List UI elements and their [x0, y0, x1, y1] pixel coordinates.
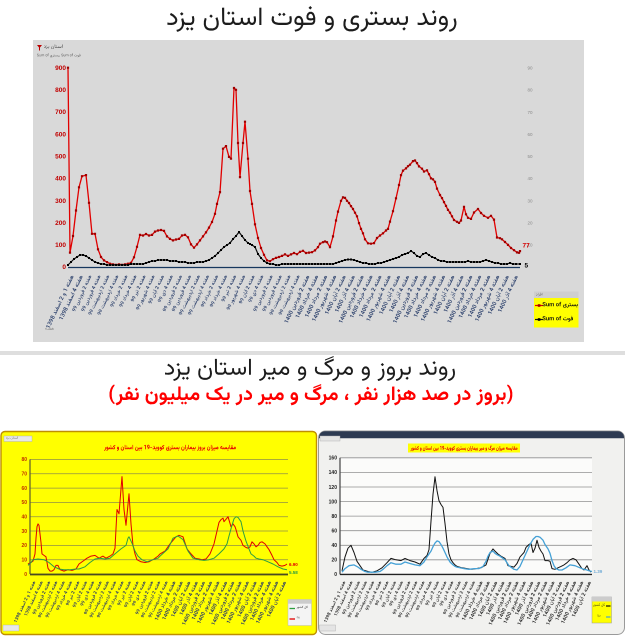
svg-text:0: 0 — [62, 264, 66, 271]
svg-text:20: 20 — [528, 221, 534, 226]
svg-text:10: 10 — [528, 243, 534, 248]
svg-text:40: 40 — [528, 176, 534, 181]
svg-text:100: 100 — [55, 242, 66, 249]
svg-text:80: 80 — [331, 514, 337, 520]
svg-text:900: 900 — [55, 65, 66, 72]
svg-text:40: 40 — [21, 515, 27, 521]
svg-text:60: 60 — [21, 486, 27, 492]
svg-text:70: 70 — [21, 472, 27, 478]
svg-text:10: 10 — [21, 558, 27, 564]
svg-text:300: 300 — [55, 198, 66, 205]
svg-text:500: 500 — [55, 153, 66, 160]
svg-text:6.90: 6.90 — [289, 562, 298, 567]
svg-text:800: 800 — [55, 87, 66, 94]
svg-text:140: 140 — [329, 470, 338, 476]
svg-text:50: 50 — [528, 154, 534, 159]
svg-text:0: 0 — [334, 572, 337, 578]
svg-text:160: 160 — [329, 456, 338, 462]
svg-text:30: 30 — [21, 529, 27, 535]
svg-text:1.39: 1.39 — [594, 569, 603, 574]
svg-text:80: 80 — [528, 88, 534, 93]
svg-text:0: 0 — [24, 572, 27, 578]
svg-text:700: 700 — [55, 109, 66, 116]
svg-text:600: 600 — [55, 131, 66, 138]
svg-text:20: 20 — [21, 543, 27, 549]
svg-text:100: 100 — [329, 499, 338, 505]
svg-text:40: 40 — [331, 543, 337, 549]
svg-text:30: 30 — [528, 198, 534, 203]
svg-text:80: 80 — [21, 457, 27, 463]
svg-text:60: 60 — [528, 132, 534, 137]
svg-text:60: 60 — [331, 529, 337, 535]
svg-text:5: 5 — [525, 263, 529, 270]
svg-text:120: 120 — [329, 485, 338, 491]
svg-text:400: 400 — [55, 176, 66, 183]
svg-text:50: 50 — [21, 500, 27, 506]
svg-text:77: 77 — [523, 243, 531, 250]
svg-text:70: 70 — [528, 110, 534, 115]
svg-text:5.58: 5.58 — [289, 570, 298, 575]
svg-text:90: 90 — [528, 66, 534, 71]
svg-text:20: 20 — [331, 558, 337, 564]
svg-text:200: 200 — [55, 220, 66, 227]
